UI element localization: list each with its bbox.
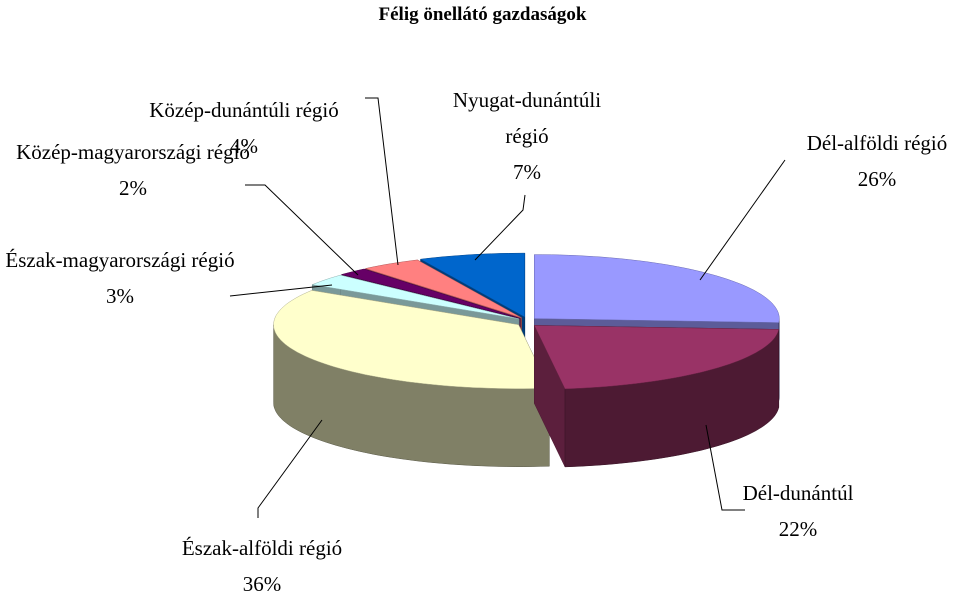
data-label: Közép-dunántúli régió 4% (114, 92, 374, 164)
category-label: Észak-alföldi régió (181, 536, 343, 560)
value-label: 2% (119, 176, 147, 200)
data-label: Dél-dunántúl 22% (698, 475, 898, 547)
data-label: Észak-magyarországi régió 3% (0, 242, 240, 314)
leader-line (257, 419, 323, 518)
slice (533, 325, 780, 468)
chart-title: Félig önellátó gazdaságok (378, 4, 587, 25)
slices (273, 252, 780, 468)
slice-top (419, 252, 526, 318)
value-label: 4% (230, 134, 258, 158)
value-label: 22% (778, 517, 818, 541)
slice-top (311, 274, 520, 320)
leader-line (365, 97, 399, 266)
leader-line (474, 194, 526, 261)
data-label: Közép-magyarországi régió 2% (3, 134, 263, 206)
slice-top (273, 290, 550, 389)
leader-line (229, 284, 333, 297)
leader-lines (229, 97, 786, 518)
category-label: Észak-magyarországi régió (5, 248, 235, 272)
category-label: Közép-magyarországi régió (16, 140, 250, 164)
slice-top (341, 268, 521, 319)
slice-top (364, 259, 522, 319)
value-label: 7% (513, 160, 541, 184)
category-label: Dél-dunántúl (742, 481, 854, 505)
data-label: Észak-alföldi régió 36% (132, 530, 392, 598)
leader-line (699, 159, 786, 281)
data-label: Dél-alföldi régió 26% (757, 125, 965, 197)
value-label: 3% (106, 284, 134, 308)
leader-line (245, 184, 359, 276)
slice-top (534, 254, 780, 323)
value-label: 26% (857, 167, 897, 191)
slice-top (533, 325, 780, 390)
category-label: Dél-alföldi régió (806, 131, 948, 155)
data-label: Nyugat-dunántúli régió 7% (432, 82, 622, 190)
value-label: 36% (242, 572, 282, 596)
category-label: Nyugat-dunántúli régió (452, 88, 602, 148)
slice (273, 290, 550, 467)
leader-line (705, 424, 745, 511)
category-label: Közép-dunántúli régió (149, 98, 339, 122)
